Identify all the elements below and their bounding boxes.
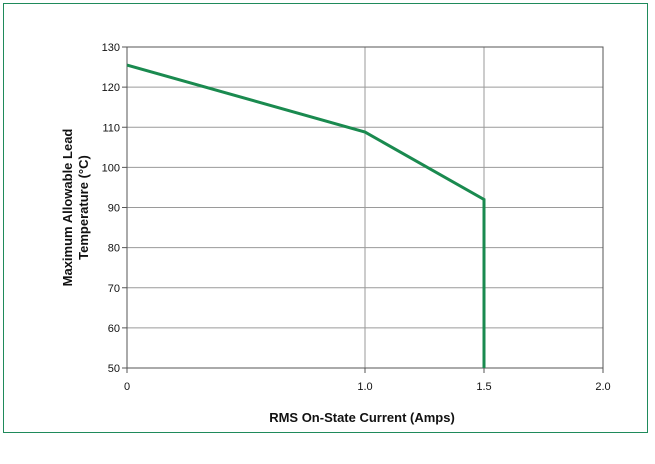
y-tick-label-1: 60	[108, 323, 120, 335]
y-tick-label-0: 50	[108, 363, 120, 375]
y-tick-label-7: 120	[102, 82, 120, 94]
series-line-0	[126, 63, 486, 368]
y-axis-title-line-1: Maximum Allowable Lead	[60, 129, 75, 287]
y-tick-label-4: 90	[108, 203, 120, 215]
x-axis-title: RMS On-State Current (Amps)	[269, 410, 455, 425]
x-tick-label-2: 1.5	[476, 381, 491, 393]
y-axis-title-line-2: Temperature (°C)	[76, 155, 91, 260]
series-layer	[126, 63, 486, 368]
chart-frame: 50 60 70 80 90 100 110 120 130 0 1.0 1.5 2.0 Maximu…	[3, 3, 648, 433]
y-tick-label-6: 110	[102, 122, 120, 134]
chart-svg: 50 60 70 80 90 100 110 120 130 0 1.0 1.5 2.0 Maximu…	[60, 42, 611, 425]
y-tick-label-3: 80	[108, 243, 120, 255]
y-tick-label-2: 70	[108, 283, 120, 295]
y-axis-ticks: 50 60 70 80 90 100 110 120 130	[102, 42, 127, 375]
y-tick-label-5: 100	[102, 162, 120, 174]
x-tick-label-3: 2.0	[595, 381, 610, 393]
x-tick-label-1: 1.0	[357, 381, 372, 393]
y-tick-label-8: 130	[102, 42, 120, 54]
x-axis-ticks: 0 1.0 1.5 2.0	[124, 368, 611, 393]
x-tick-label-0: 0	[124, 381, 130, 393]
grid-lines	[126, 46, 604, 369]
